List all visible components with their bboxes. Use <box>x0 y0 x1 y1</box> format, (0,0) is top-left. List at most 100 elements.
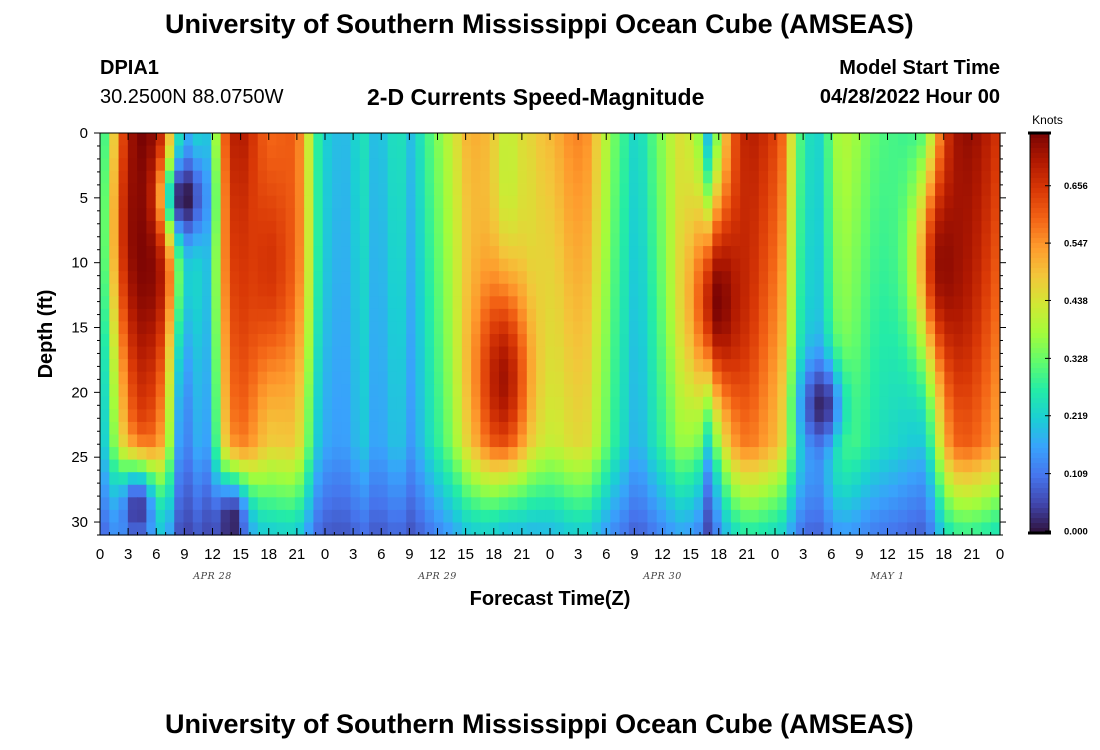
heatmap-cell <box>517 421 528 436</box>
heatmap-cell <box>257 409 268 423</box>
heatmap-cell <box>155 396 166 410</box>
heatmap-cell <box>434 334 444 348</box>
heatmap-cell <box>489 296 500 310</box>
heatmap-cell <box>267 271 277 285</box>
heatmap-cell <box>860 283 871 297</box>
heatmap-cell <box>239 183 250 197</box>
heatmap-cell <box>619 459 630 473</box>
heatmap-cell <box>749 421 760 436</box>
heatmap-cell <box>424 271 435 285</box>
heatmap-cell <box>665 497 676 511</box>
heatmap-cell <box>786 183 797 197</box>
heatmap-cell <box>777 472 788 486</box>
heatmap-cell <box>953 421 964 436</box>
heatmap-cell <box>220 145 231 159</box>
heatmap-cell <box>777 195 788 209</box>
heatmap-cell <box>870 283 880 297</box>
heatmap-cell <box>415 396 426 410</box>
heatmap-cell <box>805 509 816 524</box>
heatmap-cell <box>879 522 890 536</box>
heatmap-cell <box>406 484 417 498</box>
heatmap-cell <box>313 321 324 335</box>
heatmap-cell <box>870 472 880 486</box>
heatmap-cell <box>665 371 676 385</box>
heatmap-cell <box>211 308 222 323</box>
heatmap-cell <box>341 396 352 410</box>
heatmap-cell <box>897 195 908 209</box>
heatmap-cell <box>870 409 880 423</box>
heatmap-cell <box>795 421 806 436</box>
heatmap-cell <box>656 434 667 448</box>
heatmap-cell <box>703 321 713 335</box>
heatmap-cell <box>415 371 426 385</box>
heatmap-cell <box>146 308 157 323</box>
heatmap-cell <box>229 509 240 524</box>
heatmap-cell <box>591 384 602 398</box>
heatmap-cell <box>545 246 556 260</box>
heatmap-cell <box>619 308 630 323</box>
heatmap-cell <box>471 321 482 335</box>
heatmap-cell <box>118 183 129 197</box>
heatmap-cell <box>749 371 760 385</box>
heatmap-cell <box>656 396 667 410</box>
colorbar-swatch <box>1030 348 1049 354</box>
heatmap-cell <box>498 321 509 335</box>
heatmap-cell <box>740 321 751 335</box>
heatmap-cell <box>285 170 296 184</box>
colorbar-swatch <box>1030 258 1049 264</box>
heatmap-cell <box>842 321 853 335</box>
heatmap-cell <box>582 509 593 524</box>
colorbar-swatch <box>1030 253 1049 259</box>
heatmap-cell <box>267 321 277 335</box>
heatmap-cell <box>777 246 788 260</box>
heatmap-cell <box>396 359 407 373</box>
heatmap-cell <box>860 170 871 184</box>
heatmap-cell <box>359 296 370 310</box>
heatmap-cell <box>879 409 890 423</box>
heatmap-cell <box>619 195 630 209</box>
heatmap-cell <box>619 421 630 436</box>
heatmap-cell <box>313 434 324 448</box>
heatmap-cell <box>619 220 630 235</box>
heatmap-cell <box>758 484 769 498</box>
colorbar-swatch <box>1030 228 1049 234</box>
heatmap-cell <box>582 334 593 348</box>
heatmap-cell <box>916 158 927 172</box>
heatmap-cell <box>758 522 769 536</box>
heatmap-cell <box>879 321 890 335</box>
colorbar-swatch <box>1030 308 1049 314</box>
heatmap-cell <box>276 334 287 348</box>
heatmap-cell <box>341 208 352 222</box>
heatmap-cell <box>573 258 584 272</box>
heatmap-cell <box>721 220 732 235</box>
heatmap-cell <box>331 421 342 436</box>
heatmap-cell <box>563 384 574 398</box>
heatmap-cell <box>313 459 324 473</box>
heatmap-cell <box>341 195 352 209</box>
heatmap-cell <box>879 296 890 310</box>
heatmap-cell <box>257 484 268 498</box>
heatmap-cell <box>146 497 157 511</box>
heatmap-cell <box>638 321 649 335</box>
heatmap-cell <box>229 183 240 197</box>
heatmap-cell <box>387 484 398 498</box>
heatmap-cell <box>563 308 574 323</box>
heatmap-cell <box>823 497 834 511</box>
heatmap-cell <box>517 208 528 222</box>
heatmap-cell <box>192 246 203 260</box>
heatmap-cell <box>870 220 880 235</box>
heatmap-cell <box>628 484 639 498</box>
heatmap-cell <box>155 233 166 247</box>
heatmap-cell <box>656 484 667 498</box>
heatmap-cell <box>174 434 185 448</box>
heatmap-cell <box>749 472 760 486</box>
heatmap-cell <box>100 472 110 486</box>
heatmap-cell <box>935 195 945 209</box>
heatmap-cell <box>656 220 667 235</box>
heatmap-cell <box>730 384 741 398</box>
heatmap-cell <box>452 384 463 398</box>
heatmap-cell <box>322 296 333 310</box>
heatmap-cell <box>601 371 611 385</box>
heatmap-cell <box>907 145 918 159</box>
heatmap-cell <box>526 434 537 448</box>
